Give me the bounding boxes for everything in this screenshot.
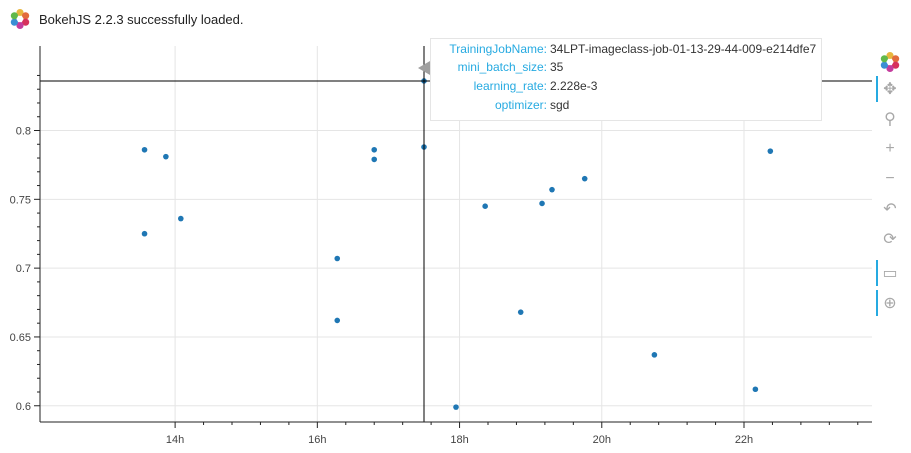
zoom-in-tool[interactable]: + [876,136,904,162]
bokeh-logo-icon[interactable] [880,52,900,72]
data-point [539,200,545,207]
data-point [517,309,524,315]
tooltip-key: TrainingJobName: [449,42,547,56]
data-point [371,156,378,163]
reset-icon: ⟳ [883,231,897,248]
data-point [549,186,555,193]
x-tick-label: 18h [450,434,468,446]
tooltip-key: optimizer: [494,98,547,112]
tooltip-value: 35 [550,60,564,74]
data-point [482,203,488,209]
crosshair-icon: ⊕ [883,295,897,312]
x-tick-label: 16h [308,434,326,446]
data-points [141,78,774,410]
axes: 14h 16h 18h 20h 22h 0.6 0.65 0.7 0.75 0.8 [10,46,872,446]
tooltip-row: optimizer: sgd [431,96,821,114]
hover-tooltip-icon: ▭ [882,265,898,282]
y-tick-label: 0.65 [10,332,31,344]
y-tick-label: 0.8 [16,126,31,138]
undo-icon: ↶ [883,201,897,218]
tooltip-row: learning_rate: 2.228e-3 [431,77,821,95]
reset-tool[interactable]: ⟳ [876,226,904,252]
tooltip-value: 2.228e-3 [550,79,598,93]
tooltip-key: learning_rate: [473,79,547,93]
tooltip-value: 34LPT-imageclass-job-01-13-29-44-009-e21… [550,42,817,56]
data-point [581,175,588,182]
tooltip-value: sgd [550,98,570,112]
tooltip-row: mini_batch_size: 35 [431,58,821,76]
data-point [752,386,759,393]
x-tick-label: 14h [166,434,184,446]
data-point [334,317,341,324]
tooltip-key: mini_batch_size: [457,60,547,74]
x-tick-label: 22h [735,434,753,446]
hover-tooltip: TrainingJobName: 34LPT-imageclass-job-01… [430,38,822,121]
data-point [334,255,341,262]
data-point [651,352,658,358]
data-point [453,404,459,410]
hover-tool[interactable]: ▭ [876,260,904,286]
data-point [163,153,169,160]
y-tick-label: 0.75 [10,194,31,206]
x-tick-label: 20h [593,434,611,446]
zoom-out-icon: − [885,170,895,187]
data-point [141,230,148,237]
y-tick-label: 0.6 [16,401,31,413]
undo-tool[interactable]: ↶ [876,196,904,222]
banner-message: BokehJS 2.2.3 successfully loaded. [39,11,244,27]
y-tick-label: 0.7 [16,263,31,275]
crosshair-tool[interactable]: ⊕ [876,290,904,316]
zoom-in-icon: + [885,140,895,157]
pan-tool[interactable]: ✥ [876,76,904,102]
box-zoom-tool[interactable]: ⚲ [876,106,904,132]
box-zoom-icon: ⚲ [884,111,896,128]
data-point [178,215,184,222]
data-point [767,148,774,154]
tooltip-row: TrainingJobName: 34LPT-imageclass-job-01… [431,40,821,58]
data-point [371,146,378,153]
tooltip-pointer-icon [418,61,430,75]
plot-toolbar: ✥ ⚲ + − ↶ ⟳ ▭ ⊕ [872,46,908,326]
move-arrows-icon: ✥ [883,81,897,98]
data-point [141,146,148,153]
zoom-out-tool[interactable]: − [876,166,904,192]
bokeh-logo-icon [10,9,30,29]
status-banner: BokehJS 2.2.3 successfully loaded. [10,8,244,30]
